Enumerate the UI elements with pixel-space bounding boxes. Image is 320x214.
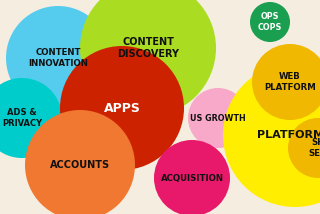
Circle shape xyxy=(154,140,230,214)
Text: ADS &
PRIVACY: ADS & PRIVACY xyxy=(2,108,42,128)
Circle shape xyxy=(25,110,135,214)
Circle shape xyxy=(0,78,62,158)
Circle shape xyxy=(188,88,248,148)
Text: SH
SER: SH SER xyxy=(309,138,320,158)
Circle shape xyxy=(288,118,320,178)
Text: ACQUISITION: ACQUISITION xyxy=(161,174,223,183)
Text: CONTENT
INNOVATION: CONTENT INNOVATION xyxy=(28,48,88,68)
Text: PLATFORMS: PLATFORMS xyxy=(258,130,320,140)
Text: WEB
PLATFORM: WEB PLATFORM xyxy=(264,72,316,92)
Circle shape xyxy=(250,2,290,42)
Circle shape xyxy=(223,63,320,207)
Circle shape xyxy=(252,44,320,120)
Text: APPS: APPS xyxy=(104,101,140,114)
Text: ACCOUNTS: ACCOUNTS xyxy=(50,160,110,170)
Circle shape xyxy=(60,46,184,170)
Text: US GROWTH: US GROWTH xyxy=(190,113,246,122)
Circle shape xyxy=(6,6,110,110)
Circle shape xyxy=(80,0,216,116)
Text: CONTENT
DISCOVERY: CONTENT DISCOVERY xyxy=(117,37,179,59)
Text: OPS
COPS: OPS COPS xyxy=(258,12,282,32)
